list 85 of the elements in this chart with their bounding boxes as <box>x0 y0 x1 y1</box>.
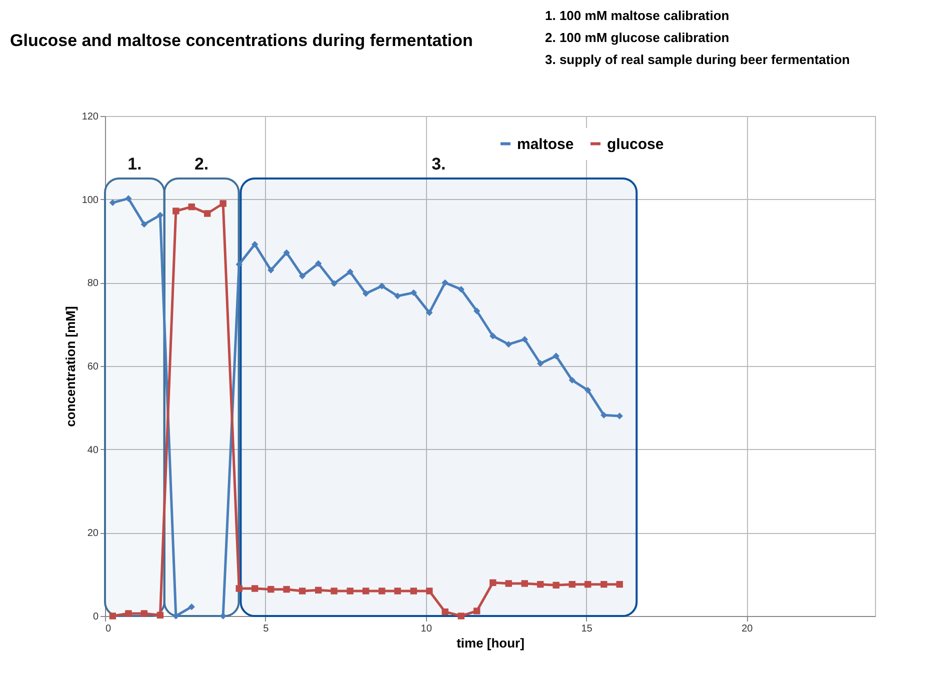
point <box>552 582 560 589</box>
point <box>394 292 401 300</box>
point <box>568 376 576 384</box>
point <box>188 203 195 210</box>
y-tick-label: 20 <box>87 528 99 540</box>
legend-label: maltose <box>517 136 574 153</box>
point <box>600 580 608 588</box>
point <box>584 386 592 394</box>
point <box>442 608 448 616</box>
point <box>109 612 116 620</box>
y-axis-title: concentration [mM] <box>62 306 78 427</box>
y-tick-label: 40 <box>87 444 99 456</box>
point <box>220 200 226 207</box>
point <box>490 579 496 586</box>
point <box>315 586 322 594</box>
point <box>505 340 512 348</box>
point <box>568 580 576 588</box>
text: 3. supply of real sample during beer fermentation <box>545 52 850 67</box>
point <box>458 612 464 620</box>
point <box>140 610 148 617</box>
point <box>616 580 623 588</box>
point <box>315 260 322 267</box>
x-tick-label: 0 <box>106 624 112 634</box>
point <box>330 280 338 287</box>
point <box>442 279 448 286</box>
point <box>298 588 306 594</box>
point <box>156 612 164 619</box>
x-tick-label: 5 <box>263 624 270 634</box>
chart-title: Glucose and maltose concentrations during fermentation <box>10 31 473 50</box>
text: 1. 100 mM maltose calibration <box>545 8 730 23</box>
point <box>251 240 258 248</box>
point <box>552 352 560 360</box>
text: 2. 100 mM glucose calibration <box>545 30 730 45</box>
y-tick-label: 100 <box>82 194 99 206</box>
y-tick-label: 0 <box>92 612 99 622</box>
point <box>346 268 354 276</box>
point <box>283 249 290 256</box>
x-tick-label: 20 <box>742 624 754 634</box>
point <box>330 588 338 594</box>
point <box>410 289 417 296</box>
band-label: 3. <box>432 154 446 174</box>
point <box>236 585 242 592</box>
point <box>125 610 132 617</box>
point <box>172 208 180 214</box>
point <box>584 580 592 588</box>
point <box>362 290 370 297</box>
point <box>125 195 132 202</box>
y-tick-label: 120 <box>82 112 99 122</box>
point <box>616 412 623 420</box>
point <box>473 608 480 614</box>
point <box>473 308 480 314</box>
x-axis-title: time [hour] <box>456 636 524 650</box>
point <box>537 580 544 588</box>
point <box>204 210 211 217</box>
x-tick-label: 10 <box>420 624 432 634</box>
point <box>220 612 226 620</box>
x-tick-label: 15 <box>581 624 593 634</box>
point <box>410 588 417 594</box>
point <box>346 588 354 594</box>
point <box>268 586 274 593</box>
point <box>140 220 148 228</box>
point <box>109 199 116 206</box>
point <box>172 612 180 620</box>
point <box>378 588 386 594</box>
point <box>283 586 290 593</box>
point <box>378 282 386 290</box>
point <box>251 585 258 592</box>
band-label: 1. <box>128 154 142 174</box>
band-label: 2. <box>194 154 209 174</box>
point <box>458 286 464 293</box>
legend-label: glucose <box>607 136 664 153</box>
point <box>521 580 528 587</box>
point <box>362 588 370 594</box>
point <box>537 360 544 367</box>
point <box>426 588 433 594</box>
point <box>268 266 274 274</box>
point <box>505 580 512 587</box>
point <box>298 272 306 280</box>
point <box>521 336 528 343</box>
point <box>426 309 433 316</box>
point <box>188 603 195 610</box>
y-tick-label: 80 <box>87 278 99 290</box>
y-tick-label: 60 <box>87 362 99 372</box>
point <box>394 588 401 594</box>
point <box>490 332 496 340</box>
